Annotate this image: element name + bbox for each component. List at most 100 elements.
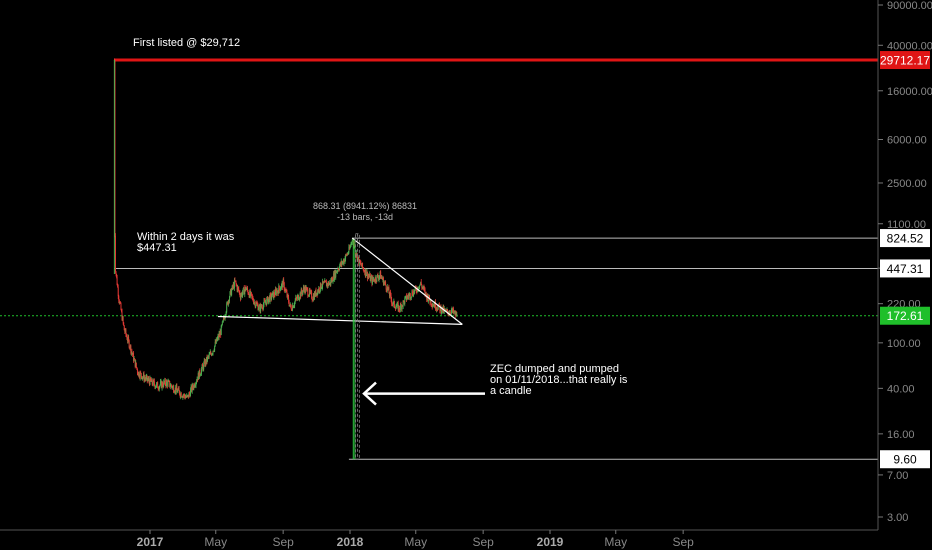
price-labels: 29712.17 824.52 447.31 172.61 9.60	[880, 51, 930, 469]
candle-body	[334, 270, 336, 278]
candle-body	[138, 372, 140, 377]
candle-body	[412, 291, 413, 296]
candle-body	[351, 241, 353, 243]
candle-body	[454, 311, 456, 313]
candle-body	[398, 305, 400, 310]
candle-body	[334, 270, 336, 280]
candle-body	[452, 308, 453, 312]
candle-body	[167, 381, 169, 386]
candle-body	[158, 386, 160, 390]
candle-body	[238, 288, 240, 292]
price-label-text: 172.61	[887, 309, 924, 323]
candle-body	[314, 292, 316, 297]
candle-body	[250, 292, 252, 296]
y-tick-label: 40000.00	[887, 40, 932, 52]
candle-body	[390, 292, 391, 295]
measure-label: 868.31 (8941.12%) 86831	[313, 201, 417, 211]
candle-body	[336, 271, 338, 273]
candle-body	[389, 292, 391, 297]
candle-body	[341, 262, 343, 265]
candle-body	[405, 295, 407, 297]
candle-body	[300, 289, 302, 297]
candle-body	[282, 282, 284, 288]
time-axis[interactable]: 2017 May Sep 2018 May Sep 2019 May Sep	[137, 530, 695, 549]
candle-body	[283, 282, 285, 290]
candle-body	[241, 292, 243, 296]
candle-body	[265, 302, 267, 306]
candle-body	[159, 381, 161, 386]
y-tick-label: 16000.00	[887, 86, 932, 98]
candle-body	[447, 309, 448, 312]
candle-body	[184, 396, 186, 399]
candles	[113, 58, 458, 400]
candle-body	[128, 340, 130, 348]
candle-body	[206, 357, 208, 362]
candle-body	[449, 312, 451, 314]
candle-body	[387, 286, 389, 290]
candle-body	[193, 383, 195, 387]
candle-body	[321, 286, 323, 288]
candle-body	[221, 321, 223, 325]
candle-body	[151, 378, 153, 382]
candle-body	[289, 304, 291, 306]
x-tick-label: May	[404, 535, 427, 549]
candle-body	[182, 395, 184, 398]
candle-body	[298, 295, 299, 300]
candle-body	[211, 353, 213, 356]
candle-body	[198, 369, 200, 379]
candle-body	[153, 380, 155, 382]
candle-body	[325, 281, 327, 283]
candle-body	[349, 246, 351, 250]
candle-body	[369, 274, 371, 277]
candle-body	[391, 303, 393, 305]
candle-body	[192, 387, 194, 389]
candle-body	[275, 289, 277, 291]
candle-body	[131, 351, 133, 353]
candle-body	[376, 275, 378, 276]
candle-body	[204, 360, 206, 366]
candle-body	[273, 292, 275, 298]
candle-body	[129, 347, 131, 349]
candle-body	[279, 288, 281, 291]
candle-body	[272, 291, 274, 294]
candle-body	[218, 335, 219, 339]
candle-body	[214, 341, 216, 346]
candle-body	[254, 302, 256, 307]
candle-body	[266, 298, 268, 306]
candle-body	[216, 338, 218, 341]
candle-body	[225, 315, 227, 317]
drawings	[217, 233, 485, 460]
candle-body	[317, 290, 319, 295]
candle-body	[431, 304, 433, 306]
candle-body	[121, 309, 122, 312]
candle-body	[146, 375, 148, 378]
candle-body	[185, 397, 187, 399]
candle-body	[128, 336, 130, 341]
candle-body	[270, 294, 272, 299]
candle-body	[147, 378, 149, 380]
candle-body	[208, 354, 210, 357]
candle-body	[169, 386, 171, 388]
candle-body	[255, 305, 257, 307]
candle-body	[168, 380, 170, 382]
candle-body	[296, 298, 298, 299]
candle-body	[197, 379, 199, 381]
candle-body	[277, 291, 279, 294]
candle-body	[181, 396, 183, 398]
candle-body	[252, 296, 253, 298]
candle-body	[137, 372, 139, 376]
candle-body	[391, 299, 393, 304]
candle-body	[117, 285, 119, 288]
candle-body	[367, 271, 368, 279]
candle-body	[169, 381, 171, 387]
candle-body	[412, 295, 414, 296]
candle-body	[136, 367, 138, 370]
candle-body	[301, 292, 303, 294]
candle-body	[243, 287, 245, 295]
candle-body	[282, 279, 284, 288]
candle-body	[390, 294, 392, 300]
candle-body	[116, 276, 118, 286]
candle-body	[304, 286, 306, 293]
candle-body	[444, 308, 446, 310]
